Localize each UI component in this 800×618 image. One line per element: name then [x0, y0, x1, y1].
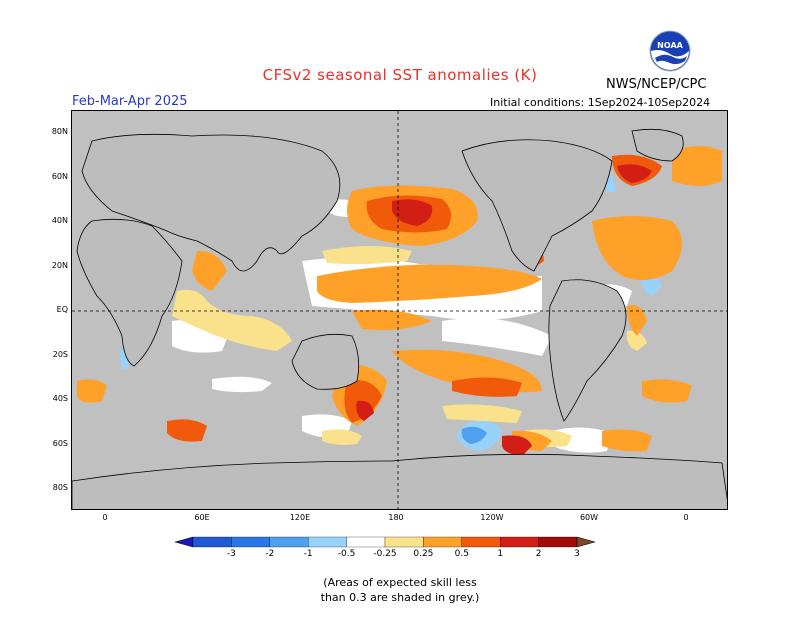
lon-label: 0 [102, 513, 108, 522]
lat-label: 20N [51, 261, 68, 270]
greenland-landmass [631, 128, 684, 162]
colorbar-swatch [192, 536, 232, 548]
africa-landmass [76, 218, 183, 367]
lon-label: 180 [388, 513, 404, 522]
colorbar-swatch [231, 536, 270, 548]
colorbar-swatch [500, 536, 539, 548]
lat-label: 60N [51, 172, 68, 181]
colorbar-swatch [269, 536, 309, 548]
colorbar-tick-label: -0.5 [337, 549, 356, 559]
south-america-landmass [548, 279, 627, 422]
strong-negative-anomaly [461, 426, 487, 444]
lat-label: 40S [52, 394, 68, 403]
colorbar-max-arrow [576, 536, 596, 548]
antarctica-landmass [72, 453, 727, 509]
agency-label: NWS/NCEP/CPC [606, 77, 707, 92]
colorbar-tick-label: 1 [497, 549, 504, 559]
lon-label: 60E [194, 513, 210, 522]
lat-label: 60S [52, 439, 68, 448]
colorbar-swatch [384, 536, 424, 548]
colorbar-swatch [423, 536, 462, 548]
australia-landmass [291, 333, 360, 390]
skill-note: (Areas of expected skill less than 0.3 a… [0, 575, 800, 605]
lon-label: 0 [683, 513, 689, 522]
colorbar-tick-label: -0.25 [373, 549, 397, 559]
lat-label: 40N [51, 216, 68, 225]
north-america-landmass [461, 139, 613, 272]
skill-note-line-2: than 0.3 are shaded in grey.) [320, 591, 480, 604]
sst-anomaly-map [71, 110, 728, 510]
colorbar-tick-label: -1 [303, 549, 313, 559]
colorbar-tick-label: 0.5 [454, 549, 469, 559]
colorbar-swatch [346, 536, 386, 548]
lon-label: 60W [579, 513, 599, 522]
very-strong-positive-anomaly-regions [356, 164, 652, 456]
lat-label: 20S [52, 350, 68, 359]
svg-text:NOAA: NOAA [657, 41, 683, 50]
lon-label: 120E [289, 513, 311, 522]
colorbar-tick-label: 0.25 [413, 549, 434, 559]
lat-label: 80S [52, 483, 68, 492]
continents [72, 128, 727, 509]
noaa-logo-icon: NOAA [649, 30, 691, 72]
colorbar [175, 536, 596, 548]
colorbar-swatch [461, 536, 501, 548]
colorbar-swatch [538, 536, 578, 548]
chart-title: CFSv2 seasonal SST anomalies (K) [262, 66, 538, 84]
colorbar-tick-label: 2 [535, 549, 542, 559]
colorbar-swatch [308, 536, 347, 548]
colorbar-tick-label: 3 [574, 549, 580, 559]
lat-label: 80N [51, 127, 68, 136]
colorbar-tick-label: -3 [226, 549, 236, 559]
eurasia-landmass [81, 133, 341, 272]
skill-note-line-1: (Areas of expected skill less [323, 576, 477, 589]
lon-label: 120W [480, 513, 504, 522]
colorbar-tick-label: -2 [265, 549, 275, 559]
map-canvas [72, 111, 727, 509]
season-label: Feb-Mar-Apr 2025 [72, 94, 188, 109]
initial-conditions-label: Initial conditions: 1Sep2024-10Sep2024 [490, 96, 711, 109]
lat-label: EQ [56, 305, 68, 314]
colorbar-min-arrow [175, 536, 194, 548]
